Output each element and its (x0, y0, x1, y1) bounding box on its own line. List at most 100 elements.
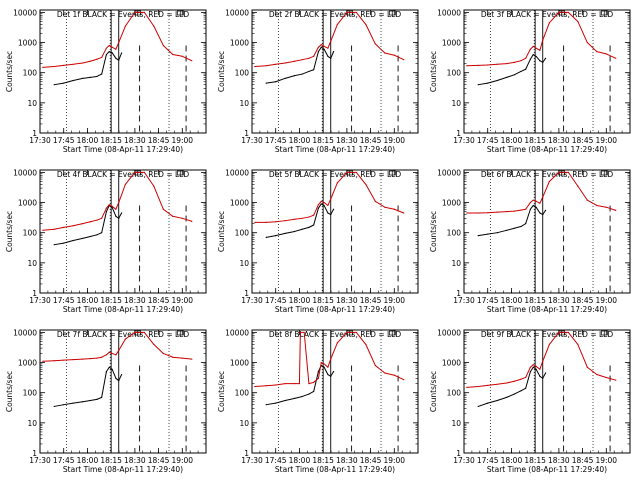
data-point (355, 11, 357, 13)
data-point (96, 219, 98, 221)
data-point (542, 377, 544, 379)
data-point (346, 11, 348, 13)
x-tick-label: 18:45 (148, 136, 170, 145)
y-tick-label: 10000 (13, 168, 37, 177)
y-tick-label: 10 (451, 99, 461, 108)
data-point (134, 331, 136, 333)
data-point (330, 57, 332, 59)
data-point (115, 215, 117, 217)
x-tick-label: 18:15 (524, 456, 546, 465)
data-point (567, 171, 569, 173)
data-point (520, 70, 522, 73)
data-point (108, 366, 110, 368)
data-point (487, 212, 489, 214)
y-tick-label: 10000 (437, 168, 461, 177)
data-point (162, 208, 164, 210)
data-point (487, 233, 489, 235)
series-group (466, 331, 617, 408)
data-point (330, 358, 332, 360)
y-tick-label: 1000 (230, 359, 249, 368)
data-point (346, 331, 348, 333)
x-tick-label: 17:45 (477, 296, 499, 305)
x-tick-label: 18:15 (312, 456, 334, 465)
x-tick-label: 18:45 (572, 456, 594, 465)
data-point (181, 55, 183, 57)
data-point (535, 200, 537, 202)
x-tick-label: 18:45 (148, 456, 170, 465)
flag-marker (177, 330, 184, 336)
data-point (535, 55, 537, 57)
x-axis-label: Start Time (08-Apr-11 17:29:40) (487, 145, 607, 154)
x-tick-label: 19:00 (171, 136, 193, 145)
data-point (577, 343, 579, 345)
y-tick-label: 10000 (225, 328, 249, 337)
data-point (101, 396, 103, 398)
flag-marker (601, 170, 608, 176)
data-point (513, 380, 515, 382)
data-point (118, 201, 120, 204)
plot-frame (463, 169, 631, 294)
data-point (548, 180, 550, 183)
data-point (313, 381, 315, 383)
data-point (284, 220, 286, 222)
x-tick-label: 18:30 (336, 296, 358, 305)
data-point (108, 351, 110, 353)
data-point (548, 22, 550, 24)
panel-2: Det 2f BLACK = Events, RED = LLD 1 10 100 10… (217, 8, 419, 154)
y-tick-label: 1000 (18, 199, 37, 208)
data-point (275, 402, 277, 404)
data-point (115, 354, 117, 356)
x-tick-label: 18:15 (100, 456, 122, 465)
data-point (532, 366, 534, 368)
x-tick-label: 17:30 (453, 456, 475, 465)
x-axis-label: Start Time (08-Apr-11 17:29:40) (63, 305, 183, 314)
data-point (313, 55, 315, 57)
data-point (172, 53, 174, 56)
data-point (89, 221, 91, 223)
data-point (393, 208, 395, 210)
panel-4: Det 4f BLACK = Events, RED = LLD 1 10 100 10… (5, 168, 207, 314)
x-tick-label: 18:15 (312, 136, 334, 145)
data-point (615, 209, 617, 211)
data-point (513, 61, 515, 63)
y-tick-label: 10000 (437, 8, 461, 17)
data-point (520, 378, 522, 380)
data-point (303, 331, 305, 333)
data-point (172, 215, 174, 217)
data-point (101, 217, 103, 219)
data-point (520, 225, 522, 228)
y-tick-label: 10 (27, 259, 37, 268)
data-point (346, 171, 348, 173)
plot-title: Det 6f BLACK = Events, RED = LLD (481, 170, 614, 179)
data-point (330, 213, 332, 216)
data-point (542, 196, 544, 198)
data-point (42, 360, 44, 362)
y-tick-label: 10000 (225, 168, 249, 177)
y-tick-label: 1 (32, 449, 37, 458)
data-point (105, 53, 107, 56)
series-group (42, 171, 193, 246)
data-point (496, 399, 498, 402)
data-point (111, 205, 113, 207)
x-tick-label: 19:00 (171, 456, 193, 465)
data-point (72, 359, 74, 361)
data-point (301, 395, 303, 398)
x-tick-label: 17:45 (477, 136, 499, 145)
data-point (118, 349, 120, 352)
data-point (82, 62, 84, 64)
x-tick-label: 18:45 (148, 296, 170, 305)
data-point (320, 203, 322, 205)
y-tick-label: 10 (239, 259, 249, 268)
y-axis-label: Counts/sec (429, 51, 438, 92)
data-point (308, 393, 310, 395)
data-point (487, 64, 489, 66)
data-point (284, 62, 286, 64)
x-tick-label: 19:00 (383, 136, 405, 145)
data-point (284, 232, 286, 234)
x-tick-label: 18:15 (100, 296, 122, 305)
x-tick-label: 17:30 (29, 136, 51, 145)
data-point (477, 385, 479, 388)
data-point (487, 384, 489, 386)
marker-lines (490, 10, 611, 133)
